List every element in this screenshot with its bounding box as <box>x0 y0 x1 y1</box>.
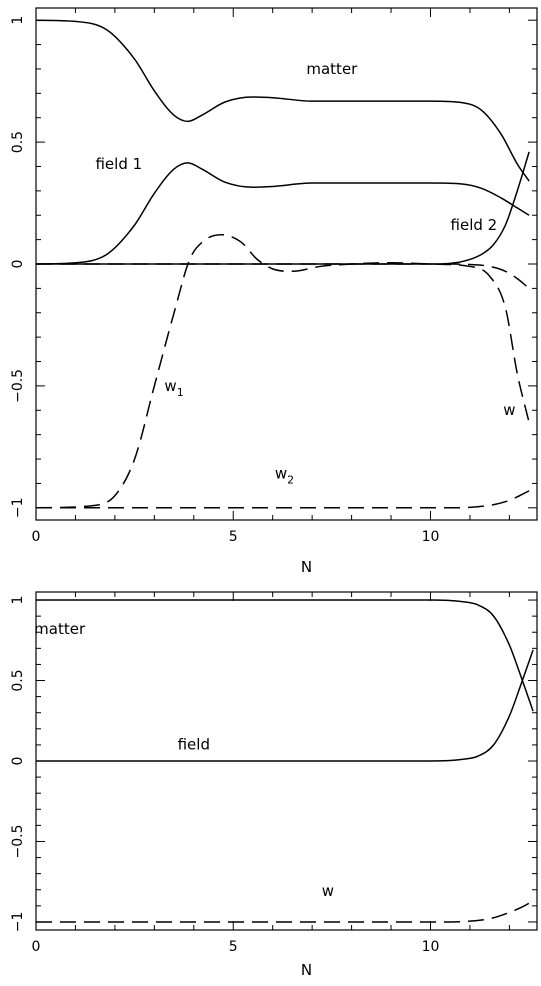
annotation-label: field 1 <box>95 155 142 173</box>
annotation-label: w1 <box>164 377 183 399</box>
w2-curve <box>36 490 530 509</box>
annotation-label: matter <box>34 620 86 638</box>
annotation-label: w <box>503 401 515 419</box>
annotation-label: matter <box>306 60 358 78</box>
y-tick-label: −0.5 <box>10 824 26 858</box>
y-tick-label: 0 <box>10 260 26 269</box>
y-tick-label: −1 <box>10 497 26 518</box>
x-tick-label: 5 <box>229 939 238 955</box>
annotation-label: field <box>178 736 210 754</box>
matter-curve <box>36 19 530 182</box>
y-tick-label: 1 <box>10 596 26 605</box>
field-curve <box>36 649 534 762</box>
series-group <box>36 599 534 923</box>
annotation-label: w2 <box>275 465 294 487</box>
x-axis-title: N <box>301 558 312 576</box>
w-curve <box>36 900 534 923</box>
annotation-label: w <box>322 882 334 900</box>
annotation-label: field 2 <box>451 216 498 234</box>
y-tick-label: 0 <box>10 757 26 766</box>
x-tick-label: 5 <box>229 529 238 545</box>
field-1-curve <box>36 162 530 265</box>
x-tick-label: 10 <box>422 529 440 545</box>
w1-curve <box>36 233 530 509</box>
y-tick-label: −0.5 <box>10 369 26 403</box>
x-tick-label: 0 <box>32 529 41 545</box>
x-tick-label: 10 <box>422 939 440 955</box>
series-group <box>36 19 530 509</box>
y-tick-label: −1 <box>10 912 26 933</box>
x-tick-label: 0 <box>32 939 41 955</box>
y-tick-label: 1 <box>10 16 26 25</box>
x-axis-title: N <box>301 961 312 979</box>
matter-curve <box>36 599 534 712</box>
y-tick-label: 0.5 <box>10 131 26 153</box>
y-tick-label: 0.5 <box>10 669 26 691</box>
w-curve <box>36 263 530 289</box>
